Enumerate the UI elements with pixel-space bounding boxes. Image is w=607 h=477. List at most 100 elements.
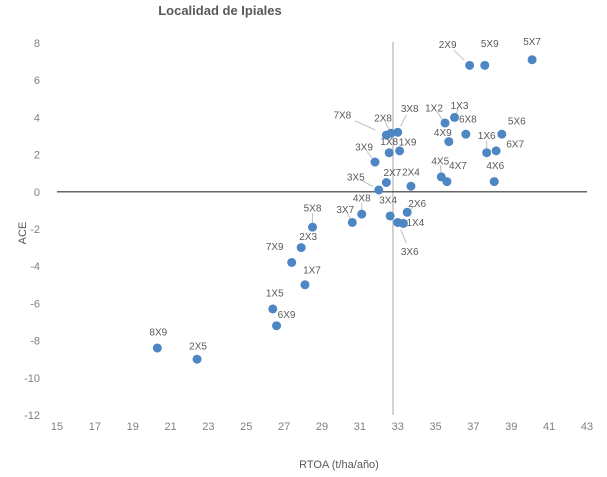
x-tick-label: 31: [354, 421, 366, 433]
data-point-label: 3X5: [347, 172, 365, 183]
data-point-label: 4X6: [486, 161, 504, 172]
x-tick-label: 15: [51, 421, 63, 433]
data-point: [381, 130, 391, 140]
y-tick-label: -4: [30, 261, 40, 273]
leader-line: [400, 229, 407, 244]
y-tick-label: -6: [30, 298, 40, 310]
y-tick-label: -10: [24, 373, 40, 385]
data-point: [308, 222, 318, 232]
leader-line: [453, 49, 465, 61]
y-tick-label: 8: [34, 38, 40, 50]
data-point-label: 4X8: [353, 194, 371, 205]
data-point-label: 2X8: [374, 114, 392, 125]
y-tick-label: 6: [34, 75, 40, 87]
x-tick-label: 41: [543, 421, 555, 433]
data-point-label: 1X6: [478, 131, 496, 142]
data-point-label: 3X9: [355, 143, 373, 154]
data-point: [357, 209, 367, 219]
data-point-label: 5X7: [523, 37, 541, 48]
data-point-label: 1X5: [266, 288, 284, 299]
y-tick-label: 2: [34, 150, 40, 162]
data-point: [497, 129, 507, 139]
data-point: [300, 280, 310, 290]
x-tick-label: 23: [202, 421, 214, 433]
x-tick-label: 33: [392, 421, 404, 433]
data-point: [393, 217, 403, 227]
data-point: [402, 207, 412, 217]
data-point-label: 7X9: [266, 242, 284, 253]
data-point: [406, 181, 416, 191]
x-axis-title: RTOA (t/ha/año): [299, 459, 379, 471]
data-point: [461, 129, 471, 139]
data-point-label: 3X7: [336, 205, 354, 216]
y-tick-label: -12: [24, 410, 40, 422]
data-point: [393, 127, 403, 137]
data-point-label: 6X7: [506, 139, 524, 150]
x-tick-label: 39: [505, 421, 517, 433]
data-point: [192, 354, 202, 364]
leader-line: [361, 180, 374, 188]
data-point: [296, 243, 306, 253]
data-point: [440, 118, 450, 128]
y-tick-label: 0: [34, 187, 40, 199]
y-tick-label: 4: [34, 112, 40, 124]
data-point-label: 2X9: [439, 40, 457, 51]
data-point-label: 5X8: [304, 204, 322, 215]
data-point-label: 1X7: [303, 265, 321, 276]
leader-line: [354, 120, 376, 131]
x-tick-label: 27: [278, 421, 290, 433]
data-point: [374, 185, 384, 195]
data-point-label: 2X5: [189, 342, 207, 353]
data-point: [480, 60, 490, 70]
y-tick-label: -8: [30, 336, 40, 348]
x-tick-label: 37: [467, 421, 479, 433]
chart-title: Localidad de Ipiales: [158, 3, 282, 18]
data-point: [450, 112, 459, 122]
data-point-label: 2X7: [383, 168, 401, 179]
data-point-label: 1X3: [451, 101, 469, 112]
data-point: [152, 343, 162, 353]
x-tick-label: 17: [89, 421, 101, 433]
x-tick-label: 35: [429, 421, 441, 433]
data-point: [287, 257, 297, 267]
data-point-label: 2X6: [408, 199, 426, 210]
y-tick-label: -2: [30, 224, 40, 236]
data-point: [489, 177, 499, 187]
data-point-label: 6X8: [459, 115, 477, 126]
data-point: [465, 60, 475, 70]
leader-line: [346, 212, 351, 220]
data-point-label: 3X4: [379, 195, 397, 206]
x-tick-label: 43: [581, 421, 593, 433]
data-point-label: 1X4: [406, 218, 424, 229]
leader-line: [400, 114, 407, 127]
data-point: [381, 178, 391, 187]
data-point-label: 2X3: [299, 232, 317, 243]
data-point: [491, 146, 501, 156]
x-tick-label: 21: [164, 421, 176, 433]
data-point-label: 7X8: [333, 111, 351, 122]
x-tick-label: 19: [127, 421, 139, 433]
data-point: [482, 148, 492, 158]
data-point-label: 1X2: [425, 103, 443, 114]
data-point-label: 8X9: [149, 328, 167, 339]
leader-line: [384, 122, 390, 130]
data-point-label: 4X5: [431, 156, 449, 167]
data-point: [370, 157, 380, 167]
data-point: [268, 304, 278, 314]
data-point: [272, 321, 282, 331]
leader-line: [366, 150, 373, 159]
data-point-label: 4X7: [449, 161, 467, 172]
data-point-label: 5X6: [508, 117, 526, 128]
x-tick-label: 29: [316, 421, 328, 433]
x-tick-label: 25: [240, 421, 252, 433]
data-point: [444, 137, 454, 147]
data-point: [347, 217, 357, 227]
data-point: [395, 146, 405, 156]
data-point-label: 5X9: [481, 39, 499, 50]
data-point-label: 6X9: [278, 310, 296, 321]
data-point-label: 3X8: [401, 104, 419, 115]
data-point: [442, 177, 452, 187]
data-point-label: 4X9: [434, 128, 452, 139]
